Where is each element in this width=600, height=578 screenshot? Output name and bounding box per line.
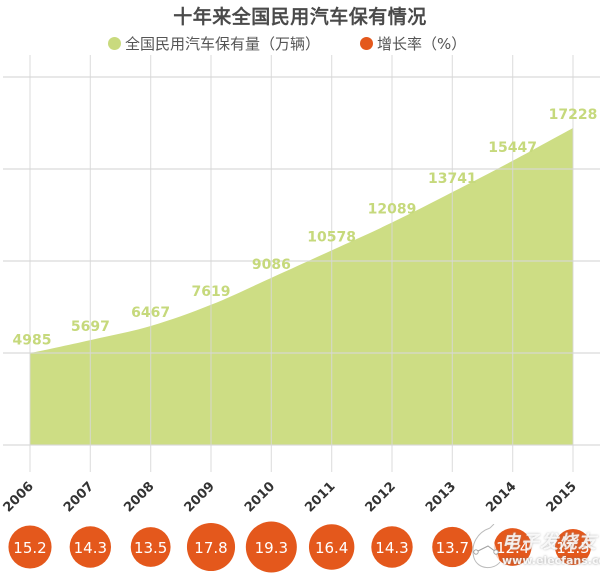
x-axis-labels: 2006 2007 2008 2009 2010 2011 2012 2013 2014 2015 (1, 479, 580, 515)
area-series (30, 128, 573, 445)
growth-rate-label: 14.3 (375, 539, 408, 557)
growth-rate-label: 14.3 (74, 539, 107, 557)
growth-rate-bubble: 11.5 (555, 529, 591, 565)
x-axis-year-label: 2014 (483, 479, 519, 515)
legend-dot-green-icon (108, 37, 121, 50)
value-labels: 4985 5697 6467 7619 9086 10578 12089 13741 15447… (13, 107, 598, 348)
growth-rate-bubble: 17.8 (186, 522, 236, 572)
x-axis-year-label: 2012 (363, 479, 399, 515)
x-axis-year-label: 2013 (423, 479, 459, 515)
legend-label-growth-rate: 增长率（%） (377, 35, 467, 53)
growth-rate-label: 11.5 (556, 539, 589, 557)
legend-item-growth-rate: 增长率（%） (360, 33, 466, 54)
growth-rate-label: 13.7 (436, 539, 469, 557)
value-label: 6467 (131, 305, 170, 321)
growth-rate-label: 17.8 (194, 539, 227, 557)
growth-rate-label: 16.4 (315, 539, 348, 557)
gridlines (3, 55, 600, 472)
growth-rate-bubble: 14.3 (371, 526, 413, 568)
growth-rate-label: 12.4 (496, 539, 529, 557)
legend: 全国民用汽车保有量（万辆） 增长率（%） (0, 33, 600, 55)
growth-rate-label: 19.3 (255, 539, 288, 557)
value-label: 17228 (549, 107, 598, 123)
x-axis-year-label: 2015 (544, 479, 580, 515)
value-label: 13741 (428, 171, 477, 187)
x-axis-year-label: 2009 (182, 479, 218, 515)
growth-rate-bubbles: 15.2 14.3 13.5 17.8 19.3 16.4 14.3 13.7 12.4 11.5 (8, 521, 591, 573)
value-label: 5697 (71, 319, 110, 335)
value-label: 15447 (488, 140, 537, 156)
growth-rate-bubble: 13.5 (130, 527, 171, 567)
legend-dot-orange-icon (360, 37, 373, 50)
chart-title: 十年来全国民用汽车保有情况 (173, 6, 427, 28)
x-axis-year-label: 2010 (242, 479, 278, 515)
x-axis-year-label: 2006 (1, 479, 37, 515)
growth-rate-label: 15.2 (13, 539, 46, 557)
growth-rate-label: 13.5 (134, 539, 167, 557)
growth-rate-bubble: 15.2 (8, 525, 52, 569)
growth-rate-bubble: 13.7 (432, 526, 473, 568)
value-label: 10578 (307, 229, 356, 245)
ownership-area (30, 128, 573, 445)
growth-rate-bubble: 19.3 (245, 521, 297, 573)
value-label: 4985 (13, 332, 52, 348)
growth-rate-bubble: 12.4 (493, 528, 532, 566)
x-axis-year-label: 2007 (61, 479, 97, 515)
x-axis-year-label: 2008 (121, 479, 157, 515)
x-axis-year-label: 2011 (302, 479, 338, 515)
value-label: 12089 (368, 202, 417, 218)
growth-rate-bubble: 14.3 (69, 526, 112, 568)
growth-rate-bubble: 16.4 (308, 524, 355, 570)
value-label: 7619 (192, 284, 231, 300)
legend-label-ownership: 全国民用汽车保有量（万辆） (125, 35, 321, 53)
legend-item-ownership: 全国民用汽车保有量（万辆） (108, 33, 320, 54)
value-label: 9086 (252, 257, 291, 273)
